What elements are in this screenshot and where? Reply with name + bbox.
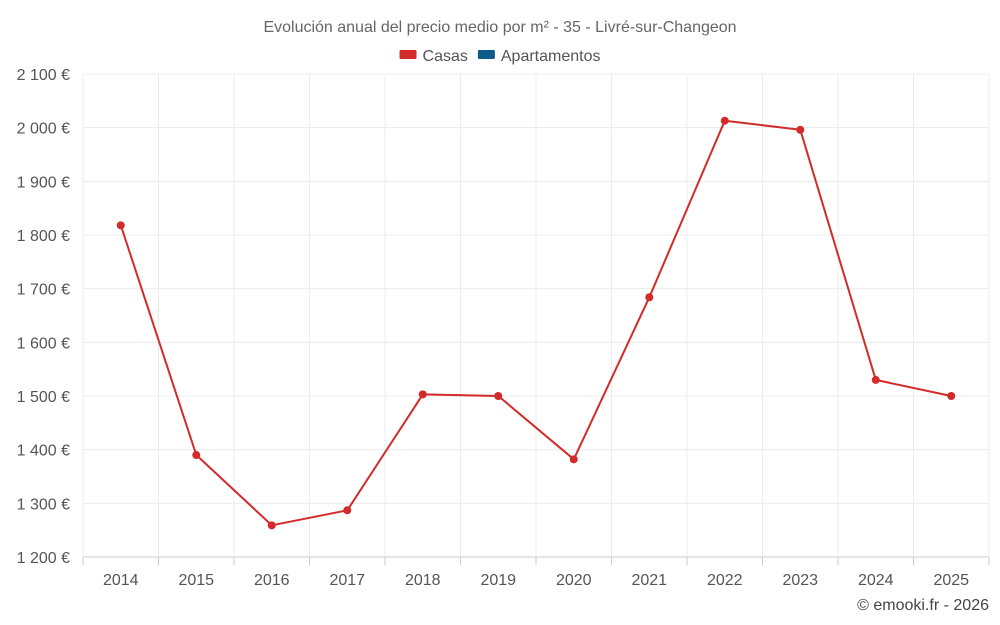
- data-point[interactable]: [418, 390, 427, 399]
- data-point[interactable]: [494, 392, 503, 400]
- x-tick-label: 2015: [178, 572, 214, 589]
- y-tick-label: 1 200 €: [17, 550, 70, 567]
- legend-item-casas[interactable]: Casas: [423, 48, 468, 65]
- y-tick-label: 1 700 €: [17, 282, 70, 299]
- legend-swatch-casas: [399, 50, 417, 59]
- legend-item-apartamentos[interactable]: Apartamentos: [501, 48, 601, 65]
- series-line-casas: [119, 119, 952, 527]
- y-tick-label: 1 300 €: [17, 496, 70, 513]
- legend-swatch-apartamentos: [477, 50, 495, 59]
- x-tick-label: 2023: [782, 572, 818, 589]
- y-tick-label: 1 500 €: [17, 389, 70, 406]
- x-tick-label: 2025: [933, 572, 969, 589]
- y-tick-label: 2 100 €: [17, 67, 70, 84]
- y-tick-label: 2 000 €: [17, 121, 70, 138]
- data-point[interactable]: [645, 293, 654, 302]
- x-tick-label: 2022: [707, 572, 743, 589]
- data-point[interactable]: [192, 451, 201, 460]
- y-tick-label: 1 400 €: [17, 443, 70, 460]
- x-tick-label: 2014: [103, 572, 139, 589]
- data-point[interactable]: [720, 116, 729, 125]
- x-tick-label: 2018: [405, 572, 441, 589]
- grid: [82, 73, 990, 558]
- plot-area: [116, 116, 956, 530]
- y-tick-label: 1 800 €: [17, 228, 70, 245]
- footer-credit: © emooki.fr - 2026: [857, 597, 989, 614]
- x-tick-label: 2019: [480, 572, 516, 589]
- data-point[interactable]: [796, 125, 805, 134]
- data-point[interactable]: [947, 392, 956, 400]
- chart-title: Evolución anual del precio medio por m² …: [263, 19, 736, 36]
- legend: Casas Apartamentos: [399, 48, 601, 65]
- y-tick-label: 1 900 €: [17, 174, 70, 191]
- x-tick-label: 2021: [631, 572, 667, 589]
- x-axis: 2014 2015 2016 2017 2018 2019 2020 2021 2022 2023…: [82, 557, 990, 589]
- data-point[interactable]: [871, 375, 880, 384]
- y-axis: 1 200 € 1 300 € 1 400 € 1 500 € 1 600 € 1 700…: [17, 67, 70, 567]
- data-point[interactable]: [267, 521, 276, 530]
- x-tick-label: 2016: [254, 572, 290, 589]
- data-point[interactable]: [116, 221, 125, 230]
- x-tick-label: 2024: [858, 572, 894, 589]
- y-tick-label: 1 600 €: [17, 335, 70, 352]
- data-point[interactable]: [569, 455, 578, 464]
- data-point[interactable]: [343, 506, 352, 515]
- x-tick-label: 2020: [556, 572, 592, 589]
- x-tick-label: 2017: [329, 572, 365, 589]
